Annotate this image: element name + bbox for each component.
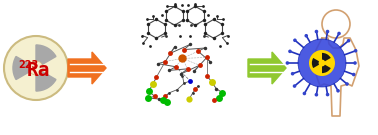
Circle shape bbox=[304, 34, 308, 38]
Circle shape bbox=[326, 93, 329, 96]
Wedge shape bbox=[322, 65, 331, 73]
Wedge shape bbox=[36, 45, 56, 65]
Circle shape bbox=[352, 73, 355, 76]
Circle shape bbox=[319, 60, 325, 66]
Wedge shape bbox=[13, 56, 30, 80]
Circle shape bbox=[298, 39, 346, 87]
Circle shape bbox=[345, 82, 349, 86]
Circle shape bbox=[326, 30, 329, 33]
Wedge shape bbox=[36, 72, 56, 91]
Circle shape bbox=[291, 72, 294, 75]
Circle shape bbox=[293, 84, 296, 88]
Circle shape bbox=[314, 30, 318, 33]
Circle shape bbox=[347, 39, 350, 43]
Circle shape bbox=[4, 36, 68, 100]
Text: Ra: Ra bbox=[27, 60, 51, 80]
Circle shape bbox=[303, 92, 306, 95]
Circle shape bbox=[336, 89, 340, 93]
Wedge shape bbox=[322, 53, 331, 61]
Circle shape bbox=[314, 93, 318, 97]
Circle shape bbox=[354, 49, 358, 53]
Circle shape bbox=[29, 61, 43, 75]
Text: 223: 223 bbox=[18, 60, 38, 70]
Circle shape bbox=[309, 50, 335, 76]
Circle shape bbox=[337, 32, 341, 35]
FancyArrow shape bbox=[68, 52, 106, 84]
Circle shape bbox=[288, 50, 292, 53]
FancyArrow shape bbox=[248, 52, 286, 84]
Circle shape bbox=[286, 61, 289, 65]
Wedge shape bbox=[312, 58, 319, 68]
Circle shape bbox=[293, 38, 297, 42]
Circle shape bbox=[353, 61, 357, 65]
